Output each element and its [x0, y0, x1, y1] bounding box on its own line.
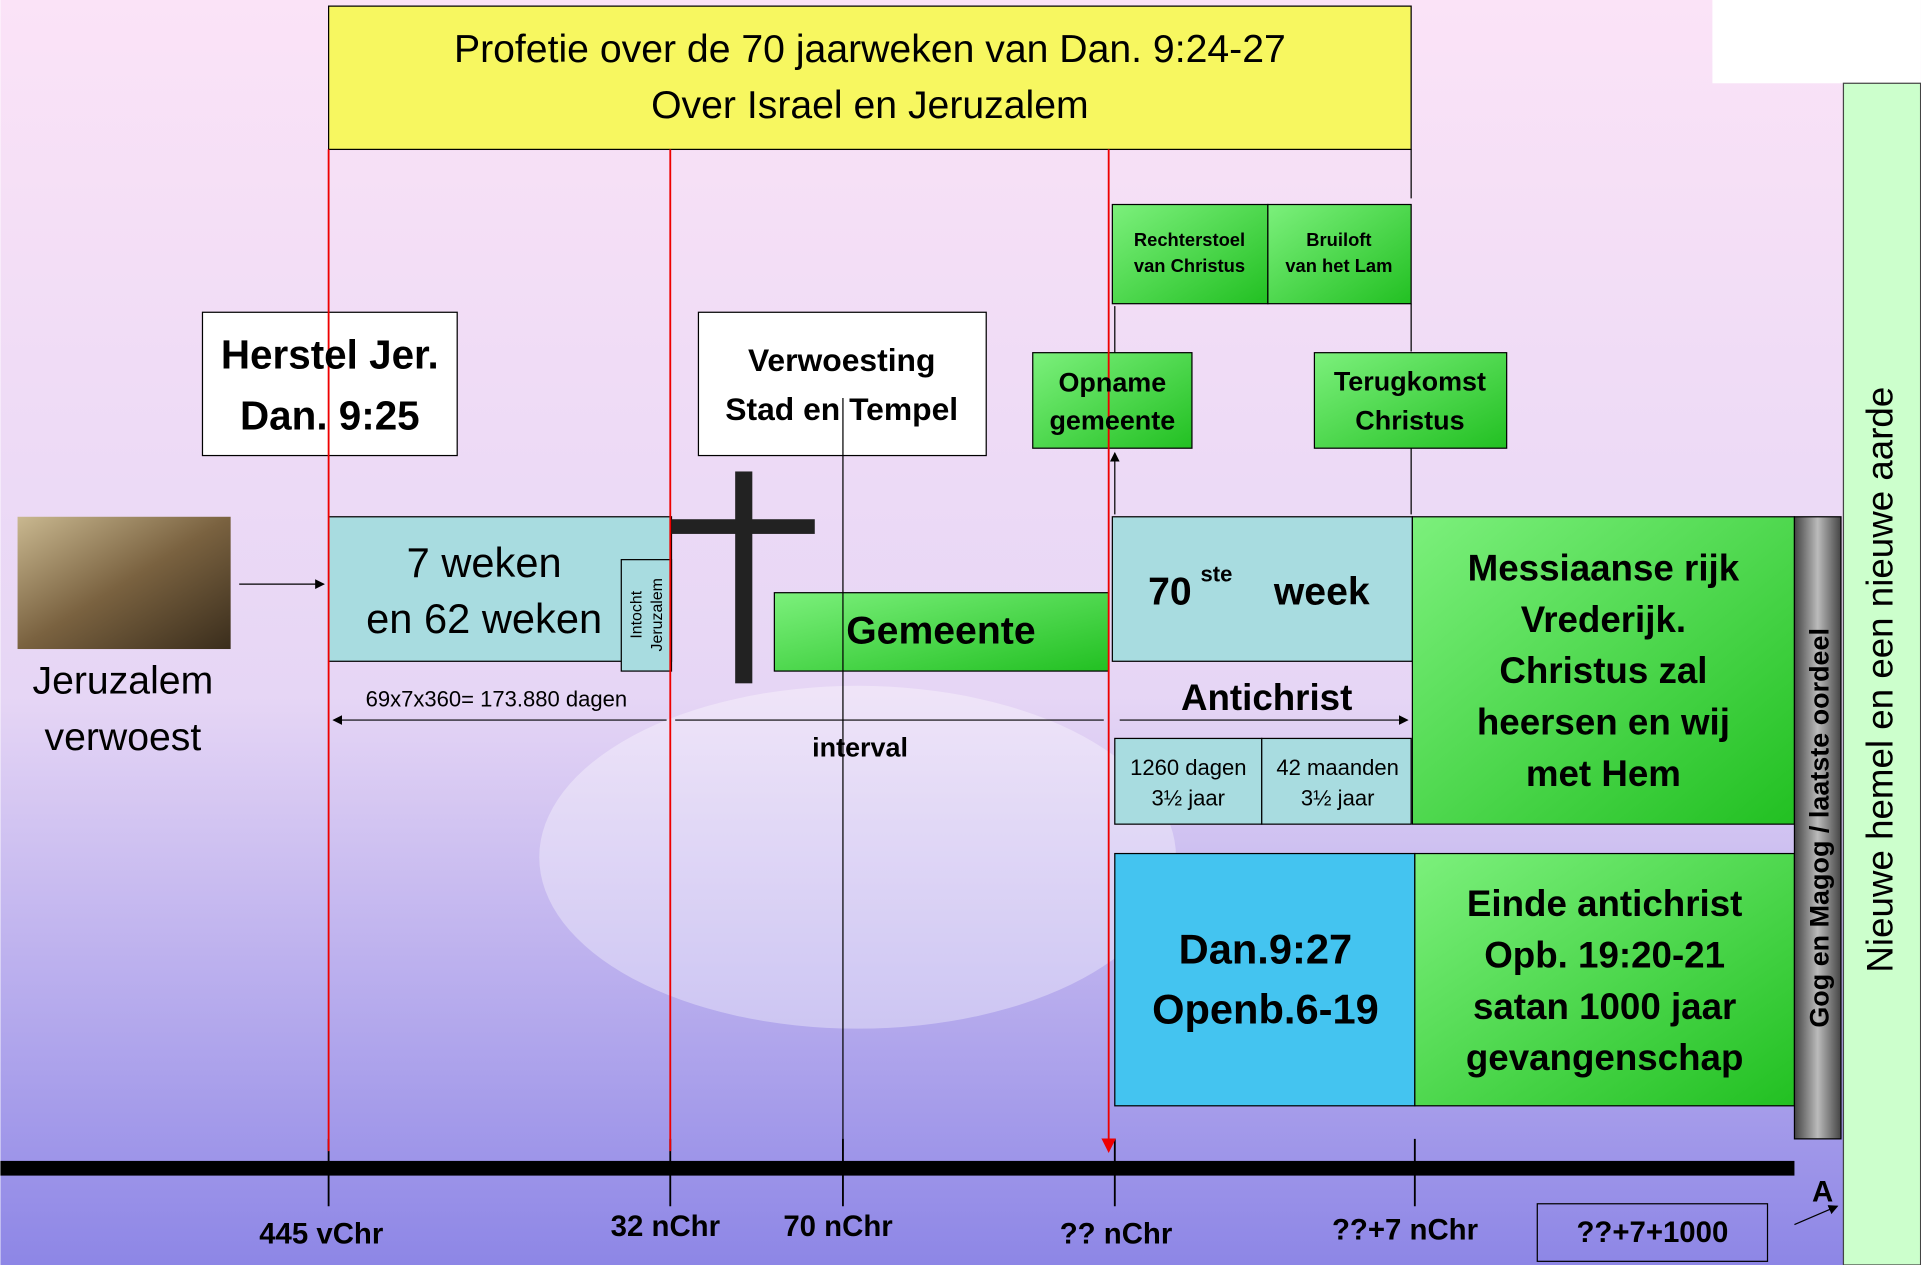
node-text: Gemeente — [846, 609, 1035, 652]
node-text: Verwoesting — [748, 342, 935, 378]
node-text: en 62 weken — [366, 595, 602, 642]
node-text: 1260 dagen — [1130, 755, 1246, 780]
span-label: interval — [812, 733, 908, 763]
node-text: Christus — [1355, 406, 1464, 436]
node-text: Nieuwe hemel en een nieuwe aarde — [1859, 387, 1900, 973]
node-text: Vrederijk. — [1521, 599, 1686, 640]
node-text: Einde antichrist — [1467, 883, 1742, 924]
node-text: Opname — [1058, 368, 1166, 398]
span-label: 69x7x360= 173.880 dagen — [366, 686, 628, 711]
timeline-label: ??+7 nChr — [1332, 1214, 1478, 1247]
node-text: Opb. 19:20-21 — [1484, 934, 1725, 975]
node-text: gevangenschap — [1466, 1037, 1744, 1078]
node-text: 3½ jaar — [1152, 785, 1225, 810]
node-text: Bruiloft — [1306, 229, 1371, 250]
node-text: Terugkomst — [1334, 366, 1486, 396]
node-text: Rechterstoel — [1134, 229, 1245, 250]
node-text: Intocht — [628, 590, 645, 638]
node-text: heersen en wij — [1477, 702, 1730, 743]
node-text: satan 1000 jaar — [1473, 986, 1736, 1027]
node-text: Openb.6-19 — [1152, 986, 1379, 1033]
node-text: Stad en Tempel — [725, 391, 958, 427]
node-text: Antichrist — [1181, 677, 1352, 718]
node-text: met Hem — [1526, 753, 1681, 794]
timeline-label: A — [1812, 1176, 1833, 1209]
node-text: Jeruzalem — [33, 660, 214, 703]
title: Over Israel en Jeruzalem — [651, 84, 1089, 127]
node-text: verwoest — [45, 716, 202, 759]
node-text: 42 maanden — [1276, 755, 1399, 780]
title: Profetie over de 70 jaarweken van Dan. 9… — [454, 28, 1286, 71]
node-text: gemeente — [1049, 406, 1175, 436]
timeline-label: ??+7+1000 — [1576, 1216, 1728, 1249]
diagram: Profetie over de 70 jaarweken van Dan. 9… — [0, 0, 1921, 1265]
node-text: Herstel Jer. — [221, 331, 439, 377]
node-text: 70 — [1148, 570, 1192, 613]
timeline-label: 32 nChr — [611, 1210, 720, 1243]
timeline-label: ?? nChr — [1060, 1217, 1173, 1250]
node-text: van het Lam — [1285, 255, 1392, 276]
node-text: 7 weken — [407, 539, 562, 586]
node-text: Messiaanse rijk — [1468, 547, 1740, 588]
node-text: Gog en Magog / laatste oordeel — [1804, 628, 1834, 1028]
node-text: Christus zal — [1499, 650, 1707, 691]
timeline-label: 70 nChr — [783, 1210, 892, 1243]
node-text: van Christus — [1134, 255, 1245, 276]
timeline-label: 445 vChr — [259, 1217, 383, 1250]
node-text: Dan. 9:25 — [240, 392, 420, 438]
node-text: ste — [1201, 561, 1233, 586]
node-text: Dan.9:27 — [1179, 926, 1353, 973]
node-text: week — [1273, 570, 1370, 613]
node-text: 3½ jaar — [1301, 785, 1374, 810]
node-text: Jeruzalem — [649, 578, 666, 651]
